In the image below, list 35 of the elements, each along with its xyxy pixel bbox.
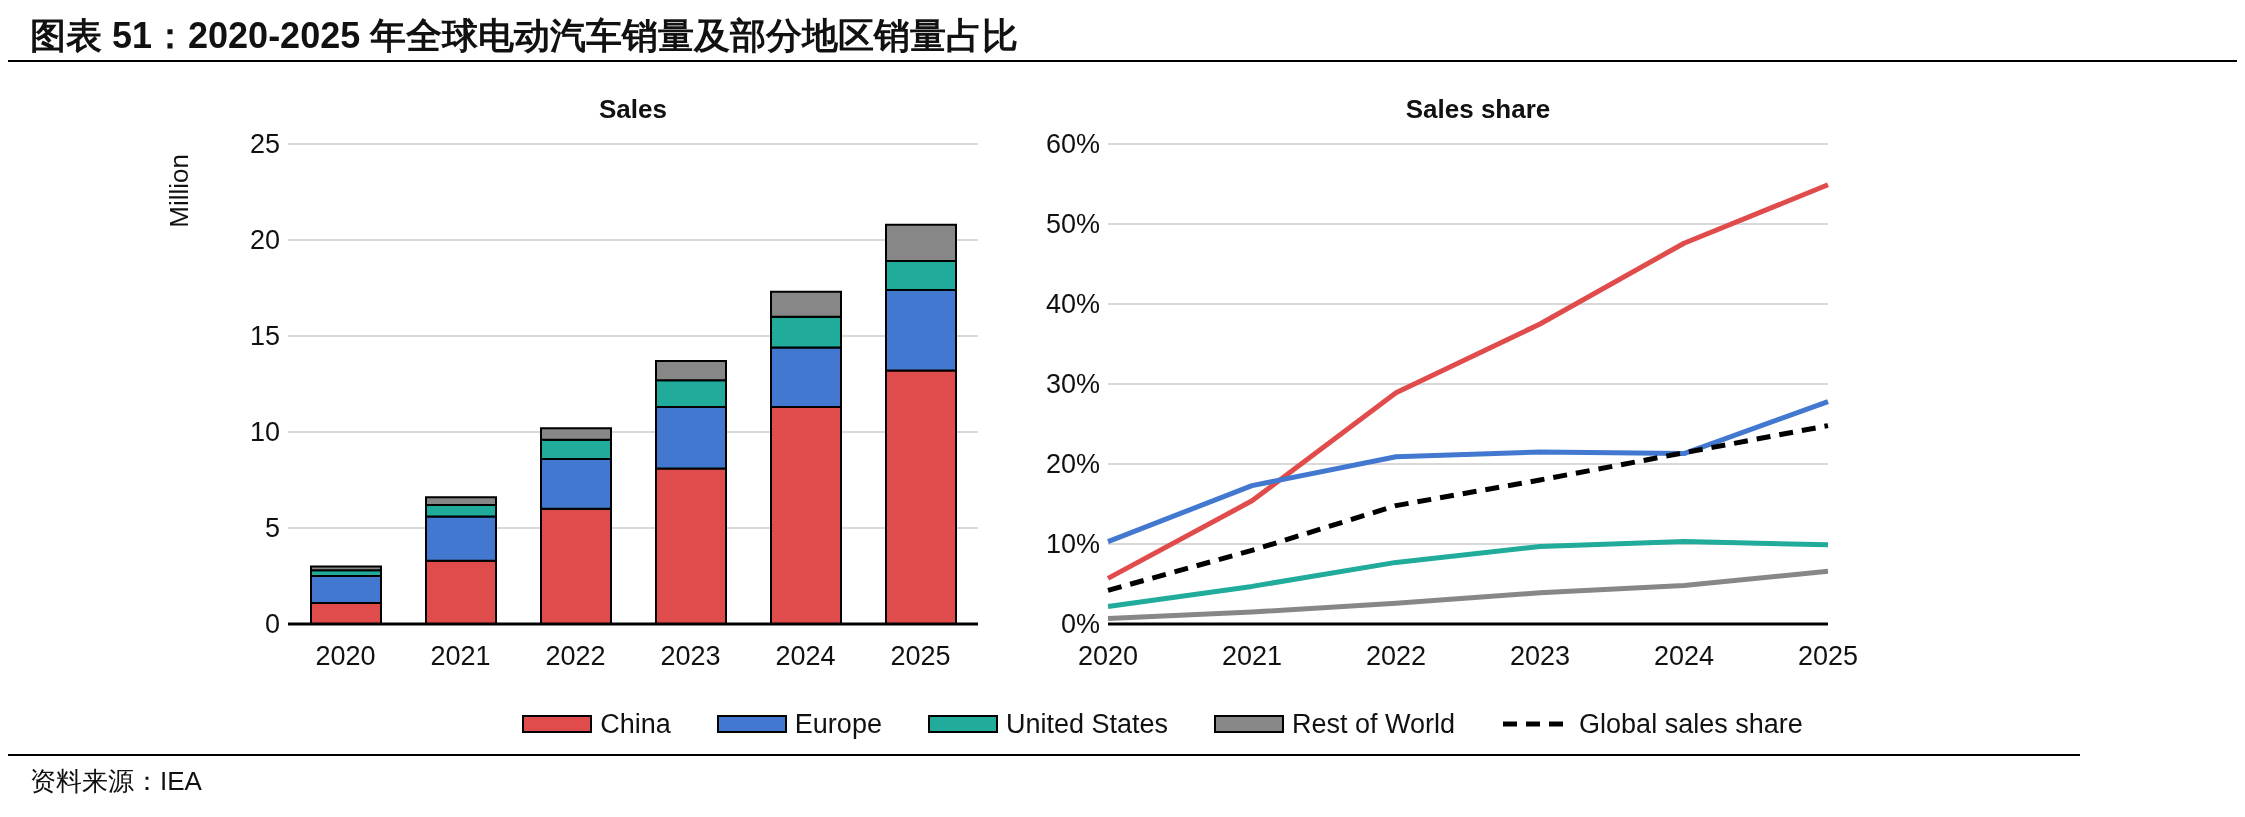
y-tick-label: 10 xyxy=(249,417,280,447)
legend-label: Europe xyxy=(794,708,882,740)
text: 资料来源：IEA xyxy=(30,765,203,798)
chart-title: Sales xyxy=(599,94,667,124)
x-tick-label: 2024 xyxy=(775,641,836,672)
x-tick-label: 2020 xyxy=(315,641,376,672)
x-tick-label: 2023 xyxy=(1509,641,1571,672)
y-tick-label: 0% xyxy=(1060,609,1100,639)
y-tick-label: 40% xyxy=(1045,289,1100,319)
y-tick-label: 20 xyxy=(249,225,280,255)
chart-title: Sales share xyxy=(1405,94,1551,124)
x-tick-label: 2021 xyxy=(1221,641,1283,672)
y-tick-label: 5 xyxy=(264,513,280,543)
y-tick-label: 25 xyxy=(249,129,280,159)
text: 图表 51：2020-2025 年全球电动汽车销量及部分地区销量占比 xyxy=(8,8,2237,62)
legend-label: China xyxy=(600,708,671,740)
y-tick-label: 50% xyxy=(1045,209,1100,239)
x-tick-label: 2025 xyxy=(1797,641,1859,672)
y-tick-label: 10% xyxy=(1045,529,1100,559)
x-tick-label: 2022 xyxy=(545,641,606,672)
x-tick-label: 2022 xyxy=(1365,641,1427,672)
x-tick-label: 2024 xyxy=(1653,641,1715,672)
y-tick-label: 0 xyxy=(264,609,280,639)
legend-label: Rest of World xyxy=(1292,708,1456,740)
x-tick-label: 2023 xyxy=(660,641,721,672)
y-tick-label: 60% xyxy=(1045,129,1100,159)
y-tick-label: 20% xyxy=(1045,449,1100,479)
legend-label: Global sales share xyxy=(1579,708,1803,740)
x-tick-label: 2020 xyxy=(1077,641,1139,672)
y-tick-label: 15 xyxy=(249,321,280,351)
y-tick-label: 30% xyxy=(1045,369,1100,399)
legend-label: United States xyxy=(1005,708,1169,740)
x-tick-label: 2021 xyxy=(430,641,491,672)
y-axis-title: Million xyxy=(164,154,195,228)
x-tick-label: 2025 xyxy=(890,641,951,672)
